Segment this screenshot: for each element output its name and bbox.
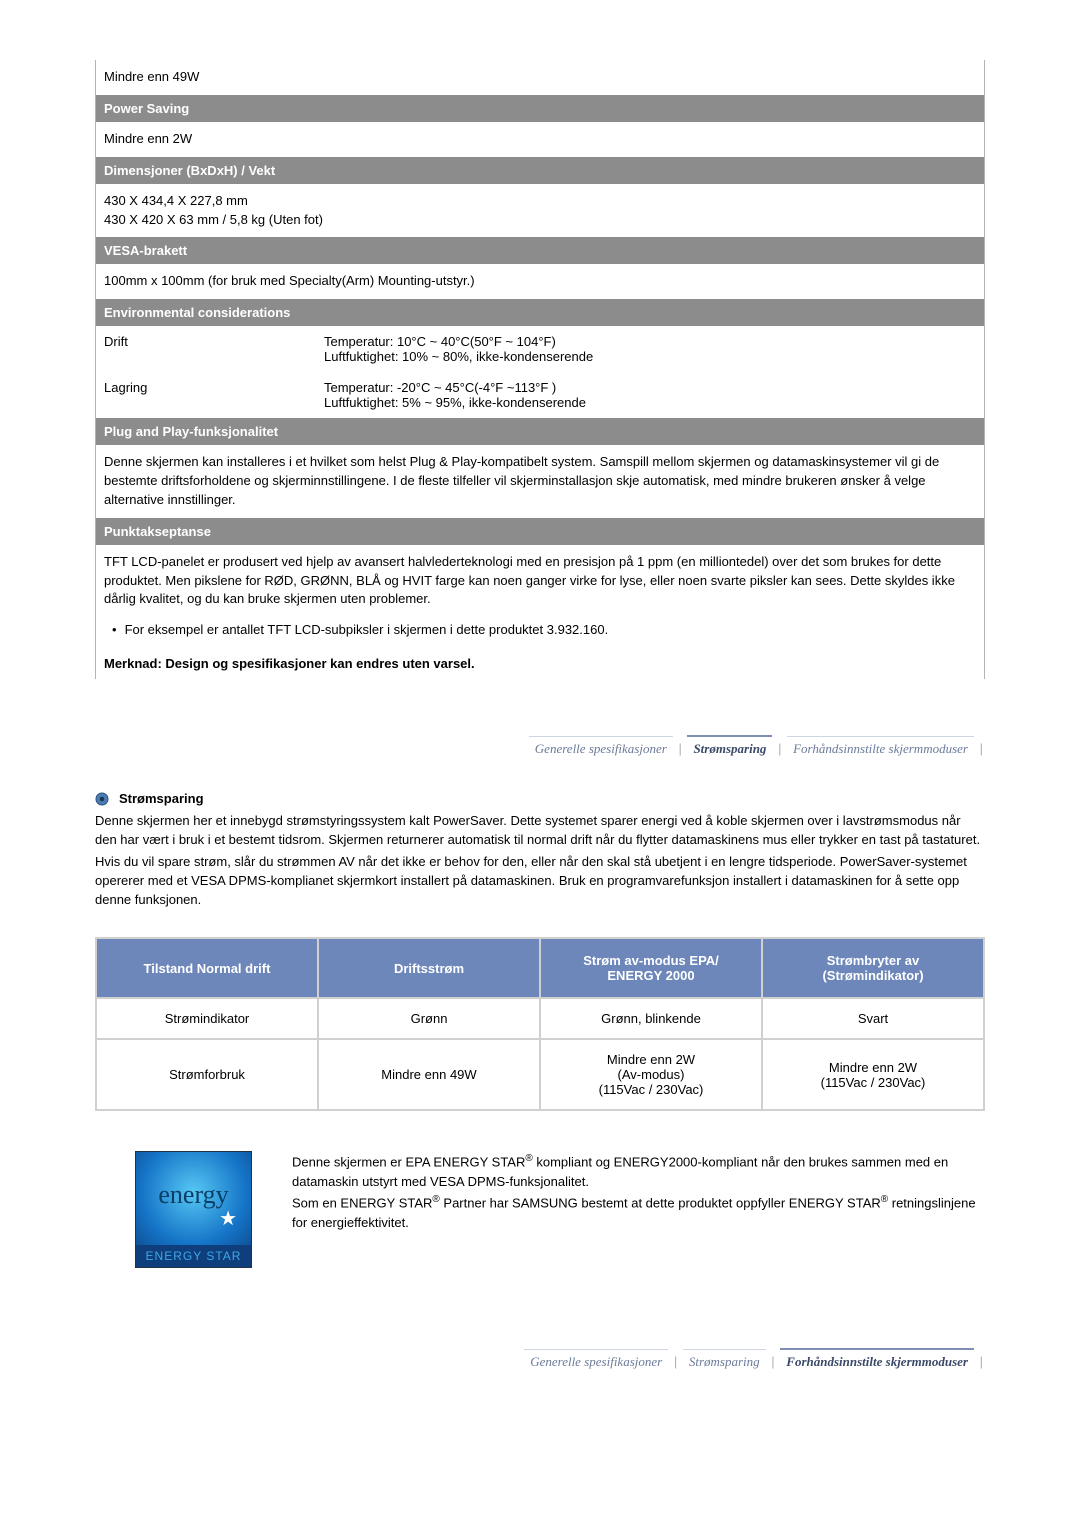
spec-pnp-text: Denne skjermen kan installeres i et hvil… bbox=[96, 445, 984, 518]
td-consumption-switch: Mindre enn 2W (115Vac / 230Vac) bbox=[762, 1039, 984, 1110]
energy-star-block: energy ★ ENERGY STAR Denne skjermen er E… bbox=[95, 1151, 985, 1268]
td-consumption-label: Strømforbruk bbox=[96, 1039, 318, 1110]
td-consumption-off: Mindre enn 2W (Av-modus) (115Vac / 230Va… bbox=[540, 1039, 762, 1110]
spec-dot-bullet: For eksempel er antallet TFT LCD-subpiks… bbox=[104, 621, 976, 640]
spec-header-dimensions: Dimensjoner (BxDxH) / Vekt bbox=[96, 157, 984, 184]
spec-dot: TFT LCD-panelet er produsert ved hjelp a… bbox=[96, 545, 984, 648]
spec-dim-line1: 430 X 434,4 X 227,8 mm bbox=[104, 192, 976, 211]
spec-env-drift-val: Temperatur: 10°C ~ 40°C(50°F ~ 104°F) Lu… bbox=[324, 334, 976, 364]
tab-preset-bottom[interactable]: Forhåndsinnstilte skjermmoduser bbox=[780, 1348, 974, 1374]
tab-power-bottom[interactable]: Strømsparing bbox=[683, 1349, 766, 1374]
th-operating: Driftsstrøm bbox=[318, 938, 540, 998]
spec-env-drift: Drift Temperatur: 10°C ~ 40°C(50°F ~ 104… bbox=[96, 326, 984, 372]
bullet-icon bbox=[95, 792, 109, 806]
specs-table: Mindre enn 49W Power Saving Mindre enn 2… bbox=[95, 60, 985, 679]
power-paragraph-1: Denne skjermen her et innebygd strømstyr… bbox=[95, 812, 985, 850]
td-indicator-switch: Svart bbox=[762, 998, 984, 1039]
energy-star-logo: energy ★ ENERGY STAR bbox=[135, 1151, 252, 1268]
tabbar-bottom: Generelle spesifikasjoner | Strømsparing… bbox=[95, 1348, 985, 1374]
tabbar-top: Generelle spesifikasjoner | Strømsparing… bbox=[95, 735, 985, 761]
spec-note: Merknad: Design og spesifikasjoner kan e… bbox=[96, 648, 984, 679]
spec-dot-text: TFT LCD-panelet er produsert ved hjelp a… bbox=[104, 553, 976, 610]
spec-dim-line2: 430 X 420 X 63 mm / 5,8 kg (Uten fot) bbox=[104, 211, 976, 230]
spec-header-power-saving: Power Saving bbox=[96, 95, 984, 122]
td-indicator-normal: Grønn bbox=[318, 998, 540, 1039]
spec-header-dot: Punktakseptanse bbox=[96, 518, 984, 545]
th-state: Tilstand Normal drift bbox=[96, 938, 318, 998]
tab-general[interactable]: Generelle spesifikasjoner bbox=[529, 736, 673, 761]
spec-header-env: Environmental considerations bbox=[96, 299, 984, 326]
td-indicator-off: Grønn, blinkende bbox=[540, 998, 762, 1039]
td-indicator-label: Strømindikator bbox=[96, 998, 318, 1039]
energy-logo-star-icon: ★ bbox=[219, 1206, 237, 1231]
td-consumption-normal: Mindre enn 49W bbox=[318, 1039, 540, 1110]
energy-logo-bar: ENERGY STAR bbox=[136, 1245, 251, 1267]
spec-env-drift-key: Drift bbox=[104, 334, 324, 364]
power-table: Tilstand Normal drift Driftsstrøm Strøm … bbox=[95, 937, 985, 1111]
power-section-title: Strømsparing bbox=[119, 791, 204, 806]
energy-star-text: Denne skjermen er EPA ENERGY STAR® kompl… bbox=[292, 1151, 985, 1232]
spec-header-vesa: VESA-brakett bbox=[96, 237, 984, 264]
spec-env-storage-key: Lagring bbox=[104, 380, 324, 410]
th-off-epa: Strøm av-modus EPA/ ENERGY 2000 bbox=[540, 938, 762, 998]
spec-dimensions: 430 X 434,4 X 227,8 mm 430 X 420 X 63 mm… bbox=[96, 184, 984, 238]
power-section-head: Strømsparing bbox=[95, 791, 985, 806]
spec-vesa: 100mm x 100mm (for bruk med Specialty(Ar… bbox=[96, 264, 984, 299]
spec-env-storage-val: Temperatur: -20°C ~ 45°C(-4°F ~113°F ) L… bbox=[324, 380, 976, 410]
tab-power[interactable]: Strømsparing bbox=[687, 735, 772, 761]
spec-header-pnp: Plug and Play-funksjonalitet bbox=[96, 418, 984, 445]
tab-general-bottom[interactable]: Generelle spesifikasjoner bbox=[524, 1349, 668, 1374]
spec-power-normal: Mindre enn 49W bbox=[96, 60, 984, 95]
spec-env-storage: Lagring Temperatur: -20°C ~ 45°C(-4°F ~1… bbox=[96, 372, 984, 418]
tab-preset[interactable]: Forhåndsinnstilte skjermmoduser bbox=[787, 736, 974, 761]
spec-power-saving: Mindre enn 2W bbox=[96, 122, 984, 157]
th-switch-off: Strømbryter av (Strømindikator) bbox=[762, 938, 984, 998]
power-paragraph-2: Hvis du vil spare strøm, slår du strømme… bbox=[95, 853, 985, 910]
